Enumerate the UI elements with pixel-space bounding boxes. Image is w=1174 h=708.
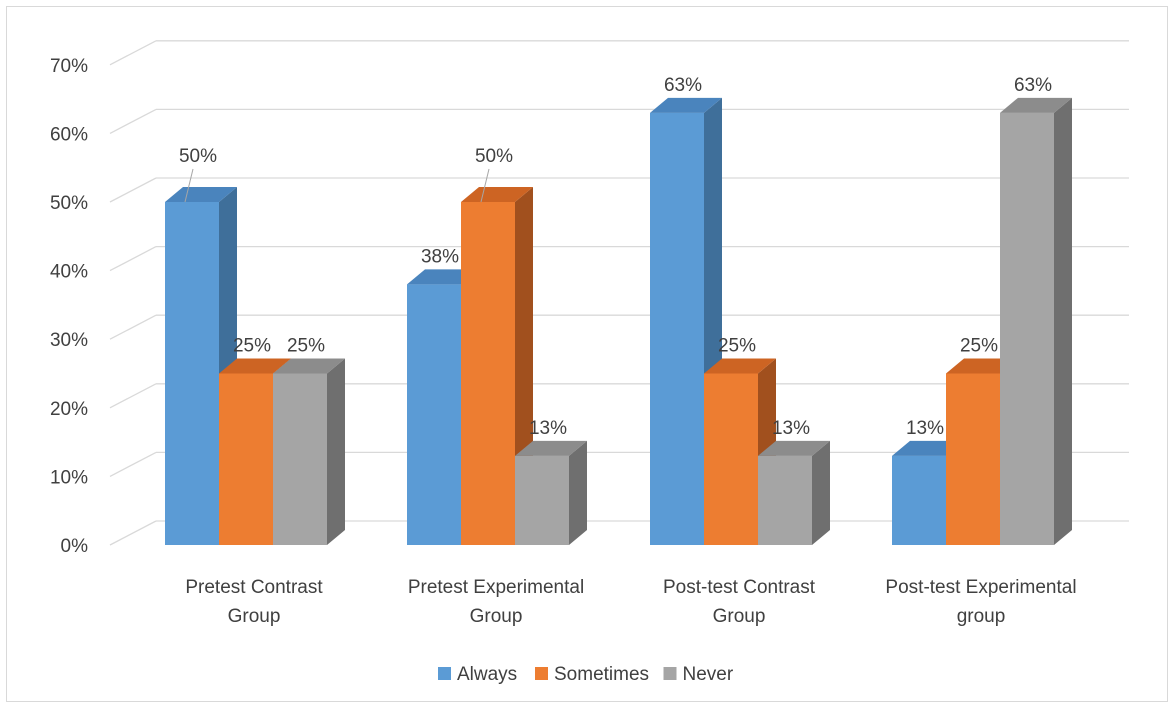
data-label: 25% (233, 336, 271, 357)
bar-top (515, 440, 587, 456)
legend: Always Sometimes Never (438, 664, 734, 685)
data-label: 50% (475, 146, 513, 167)
data-label: 13% (906, 418, 944, 439)
gridline-diagonal (109, 108, 157, 134)
chart-border (6, 6, 1168, 702)
bar (219, 373, 273, 545)
bar-top (758, 440, 830, 456)
y-tick-label: 20% (50, 399, 88, 420)
bars (165, 97, 1072, 545)
label-leader-line (480, 168, 490, 203)
data-label: 25% (718, 336, 756, 357)
gridline-diagonal (109, 177, 157, 203)
gridline-diagonal (109, 451, 157, 477)
y-tick-label: 60% (50, 124, 88, 145)
gridline-diagonal (109, 246, 157, 272)
bar (407, 284, 461, 545)
category-label: Pretest Experimental (408, 577, 584, 598)
gridline-diagonal (109, 383, 157, 409)
bar-side (1054, 97, 1072, 545)
bar (892, 455, 946, 545)
bar-side (327, 358, 345, 545)
bar-top (273, 358, 345, 374)
bar (273, 373, 327, 545)
data-label: 63% (1014, 75, 1052, 96)
gridline-diagonal (109, 314, 157, 340)
category-label: group (957, 606, 1006, 627)
y-tick-label: 70% (50, 56, 88, 77)
legend-swatch (535, 667, 548, 680)
category-label: Group (228, 606, 281, 627)
bar-top (1000, 97, 1072, 113)
category-label: Post-test Experimental (885, 577, 1076, 598)
bar (515, 455, 569, 545)
category-label: Pretest Contrast (185, 577, 323, 598)
category-label: Group (470, 606, 523, 627)
data-label: 38% (421, 246, 459, 267)
legend-label: Never (683, 664, 734, 685)
y-tick-label: 30% (50, 330, 88, 351)
bar (946, 373, 1000, 545)
bar (704, 373, 758, 545)
data-label: 50% (179, 146, 217, 167)
y-tick-label: 10% (50, 467, 88, 488)
data-label: 63% (664, 75, 702, 96)
y-tick-label: 40% (50, 262, 88, 283)
legend-swatch (438, 667, 451, 680)
bar (650, 112, 704, 545)
legend-label: Sometimes (554, 664, 649, 685)
data-label: 13% (772, 418, 810, 439)
category-label: Post-test Contrast (663, 577, 816, 598)
x-axis: Pretest Contrast Group Pretest Experimenta… (185, 577, 1076, 627)
bar-top (461, 187, 533, 202)
data-label: 25% (287, 336, 325, 357)
bar-side (812, 440, 830, 545)
bar-side (569, 440, 587, 545)
legend-label: Always (457, 664, 517, 685)
y-axis: 0% 10% 20% 30% 40% 50% 60% 70% (50, 56, 88, 557)
data-label: 13% (529, 418, 567, 439)
bar (461, 202, 515, 545)
bar (165, 202, 219, 545)
bar-top (704, 358, 776, 374)
data-labels: 50% 25% 25% 38% 50% 13% 63% 25% 13% 13% 25% 63% (179, 75, 1052, 439)
bar (1000, 112, 1054, 545)
bar-top (165, 187, 237, 202)
data-label: 25% (960, 336, 998, 357)
category-label: Group (713, 606, 766, 627)
legend-swatch (663, 667, 677, 680)
label-leader-line (184, 168, 194, 203)
bar-top (650, 97, 722, 113)
bar (758, 455, 812, 545)
y-tick-label: 50% (50, 193, 88, 214)
y-tick-label: 0% (61, 536, 89, 557)
bar-top (219, 358, 291, 374)
gridline-diagonal (109, 40, 157, 66)
gridline-diagonal (109, 520, 157, 546)
